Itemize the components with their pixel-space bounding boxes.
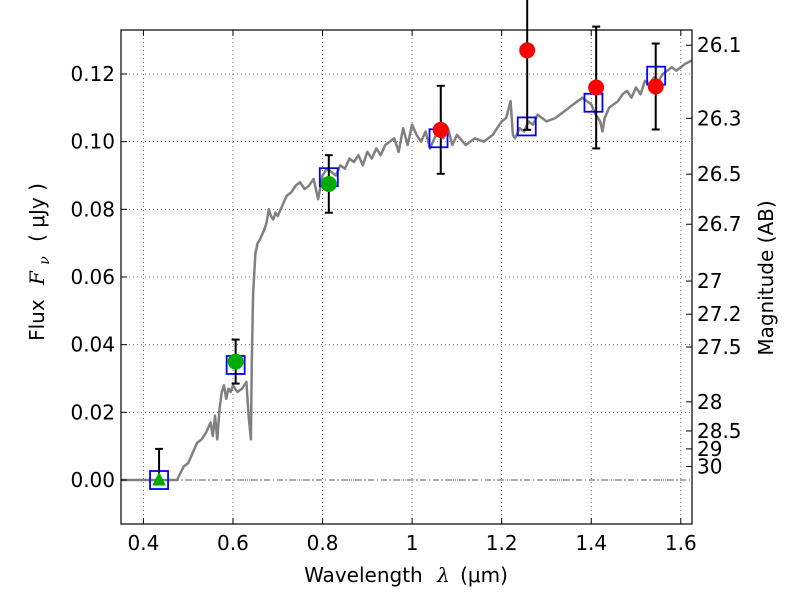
model-spectrum <box>121 59 693 482</box>
x-axis-label-prefix: Wavelength <box>304 563 423 587</box>
y2-tick-label: 27.5 <box>697 335 742 359</box>
y-axis-label-symbol: F <box>25 270 49 286</box>
y-axis-label: Flux F ν ( μJy ) <box>25 183 54 341</box>
x-tick-label: 0.4 <box>127 531 159 555</box>
y-tick-label: 0.12 <box>70 62 115 86</box>
y2-tick-label: 30 <box>697 454 722 478</box>
y2-tick-label: 27 <box>697 269 722 293</box>
y-tick-label: 0.10 <box>70 130 115 154</box>
x-axis-label-symbol: λ <box>436 563 450 587</box>
x-axis-label: Wavelength λ (μm) <box>304 563 508 587</box>
y-tick-label: 0.00 <box>70 468 115 492</box>
x-tick-label: 0.8 <box>307 531 339 555</box>
y-tick-label: 0.04 <box>70 333 115 357</box>
y2-tick-label: 26.3 <box>697 106 742 130</box>
plot-frame <box>120 29 693 525</box>
observed-upper-limit-marker <box>152 471 166 486</box>
y-tick-label: 0.06 <box>70 265 115 289</box>
y2-tick-label: 26.1 <box>697 33 742 57</box>
grid-lines <box>121 30 692 524</box>
observed-point <box>320 175 337 192</box>
x-tick-label: 1.6 <box>665 531 697 555</box>
y-axis-label-prefix: Flux <box>25 299 49 341</box>
y-axis-label-unit: ( μJy ) <box>25 183 49 242</box>
observed-point <box>588 79 605 96</box>
y-tick-label: 0.08 <box>70 197 115 221</box>
model-band-markers <box>149 65 667 490</box>
x-tick-label: 1.4 <box>575 531 607 555</box>
y2-tick-label: 26.5 <box>697 162 742 186</box>
observed-point <box>519 42 536 59</box>
x-axis-label-unit: (μm) <box>460 563 508 587</box>
observed-point <box>647 78 664 95</box>
model-spectrum-line <box>121 59 693 482</box>
y2-tick-label: 28 <box>697 390 722 414</box>
y2-tick-label: 28.5 <box>697 419 742 443</box>
y2-axis-label: Magnitude (AB) <box>754 200 778 355</box>
y2-tick-label: 29 <box>697 437 722 461</box>
observed-point <box>227 353 244 370</box>
x-tick-label: 0.6 <box>217 531 249 555</box>
y2-tick-label: 26.7 <box>697 212 742 236</box>
y2-tick-label: 27.2 <box>697 302 742 326</box>
y-axis-label-subscript: ν <box>37 256 53 265</box>
observed-photometry <box>152 0 664 486</box>
observed-point <box>432 121 449 138</box>
y-tick-label: 0.02 <box>70 400 115 424</box>
x-tick-label: 1 <box>406 531 419 555</box>
axis-ticks: 0.4 0.6 0.8 1 1.2 1.4 1.6 0.00 0.02 0.04 0.06 0.08 0… <box>70 30 742 555</box>
x-tick-label: 1.2 <box>486 531 518 555</box>
